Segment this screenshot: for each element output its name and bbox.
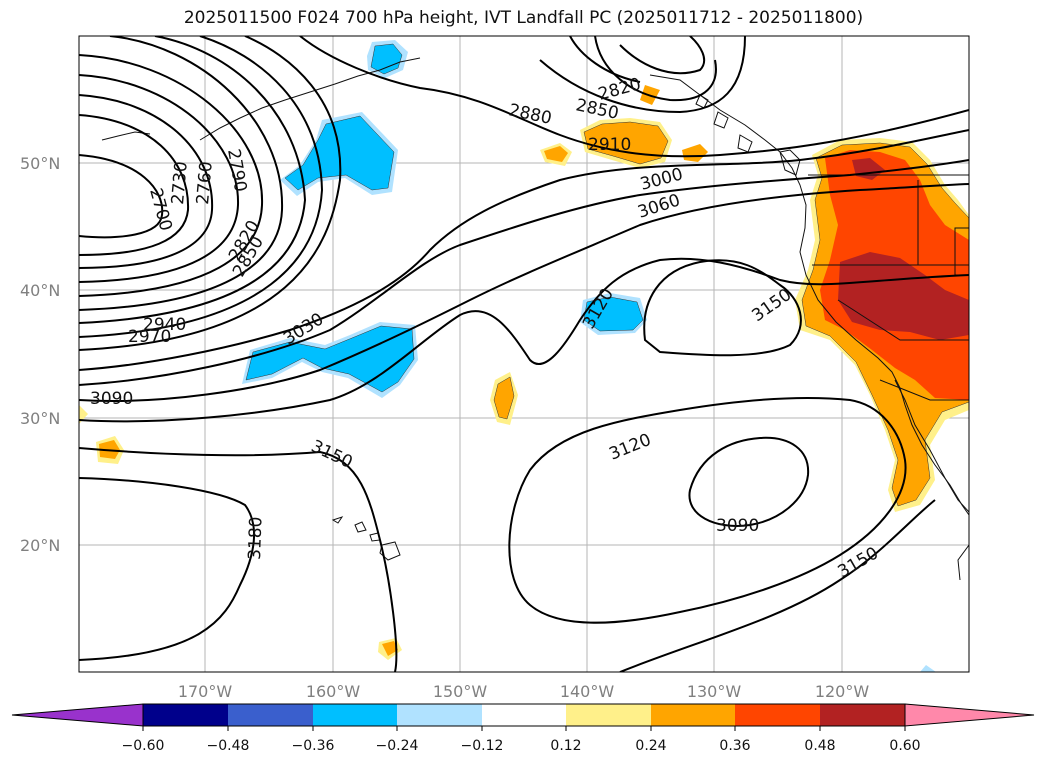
contour-label: 2970: [128, 327, 171, 347]
colorbar-segment: [651, 704, 735, 726]
colorbar-segment: [735, 704, 820, 726]
lat-label: 30°N: [20, 409, 60, 428]
colorbar-segment: [566, 704, 651, 726]
colorbar-extend-left: [11, 703, 144, 727]
lat-label: 50°N: [20, 154, 60, 173]
colorbar-tick: −0.60: [122, 738, 165, 754]
contour-label: 3090: [90, 389, 133, 409]
colorbar: −0.60 −0.48 −0.36 −0.24 −0.12 0.12 0.24 …: [11, 703, 1035, 754]
contour-label: 3090: [716, 516, 759, 536]
colorbar-tick: −0.24: [376, 738, 419, 754]
colorbar-tick: 0.36: [719, 738, 750, 754]
colorbar-segment: [482, 704, 566, 726]
colorbar-segment: [143, 704, 228, 726]
contour-label: 2910: [588, 135, 631, 155]
lon-label: 170°W: [178, 682, 233, 701]
colorbar-tick: 0.60: [889, 738, 920, 754]
lat-label: 40°N: [20, 281, 60, 300]
coastlines: [101, 57, 969, 581]
coast-hawaii: [331, 516, 344, 524]
coast-aleutians: [199, 69, 381, 141]
colorbar-segment: [820, 704, 905, 726]
lon-labels: 170°W 160°W 150°W 140°W 130°W 120°W: [178, 682, 870, 701]
state-borders: [808, 174, 969, 401]
contour-label: 2940: [143, 315, 186, 335]
map-title: 2025011500 F024 700 hPa height, IVT Land…: [183, 8, 864, 28]
colorbar-tick: 0.48: [804, 738, 835, 754]
colorbar-tick: 0.24: [635, 738, 666, 754]
contour-3090-loop: [688, 436, 810, 527]
lat-labels: 50°N 40°N 30°N 20°N: [20, 154, 60, 555]
colorbar-tick: −0.48: [207, 738, 250, 754]
colorbar-segment: [228, 704, 313, 726]
contour-3090: [79, 183, 969, 402]
lon-label: 130°W: [687, 682, 742, 701]
colorbar-tick: −0.36: [292, 738, 335, 754]
map-area: [79, 36, 969, 672]
colorbar-tick: 0.12: [550, 738, 581, 754]
lon-label: 160°W: [306, 682, 361, 701]
colorbar-segment: [313, 704, 397, 726]
contour-label: 3180: [245, 516, 266, 560]
coast-north-america: [649, 74, 969, 516]
lon-label: 150°W: [433, 682, 488, 701]
map-frame: [78, 35, 970, 673]
contour-label: 2760: [193, 161, 217, 206]
contour-label: 2730: [168, 161, 192, 206]
colorbar-extend-right: [904, 703, 1035, 727]
contour-3120: [79, 257, 969, 423]
coast-baja: [894, 379, 969, 513]
colorbar-segment: [397, 704, 482, 726]
lat-label: 20°N: [20, 536, 60, 555]
height-contours: [79, 36, 969, 672]
contour-3120-loop: [508, 397, 907, 624]
lon-label: 120°W: [815, 682, 870, 701]
lon-label: 140°W: [560, 682, 615, 701]
colorbar-tick: −0.12: [461, 738, 504, 754]
